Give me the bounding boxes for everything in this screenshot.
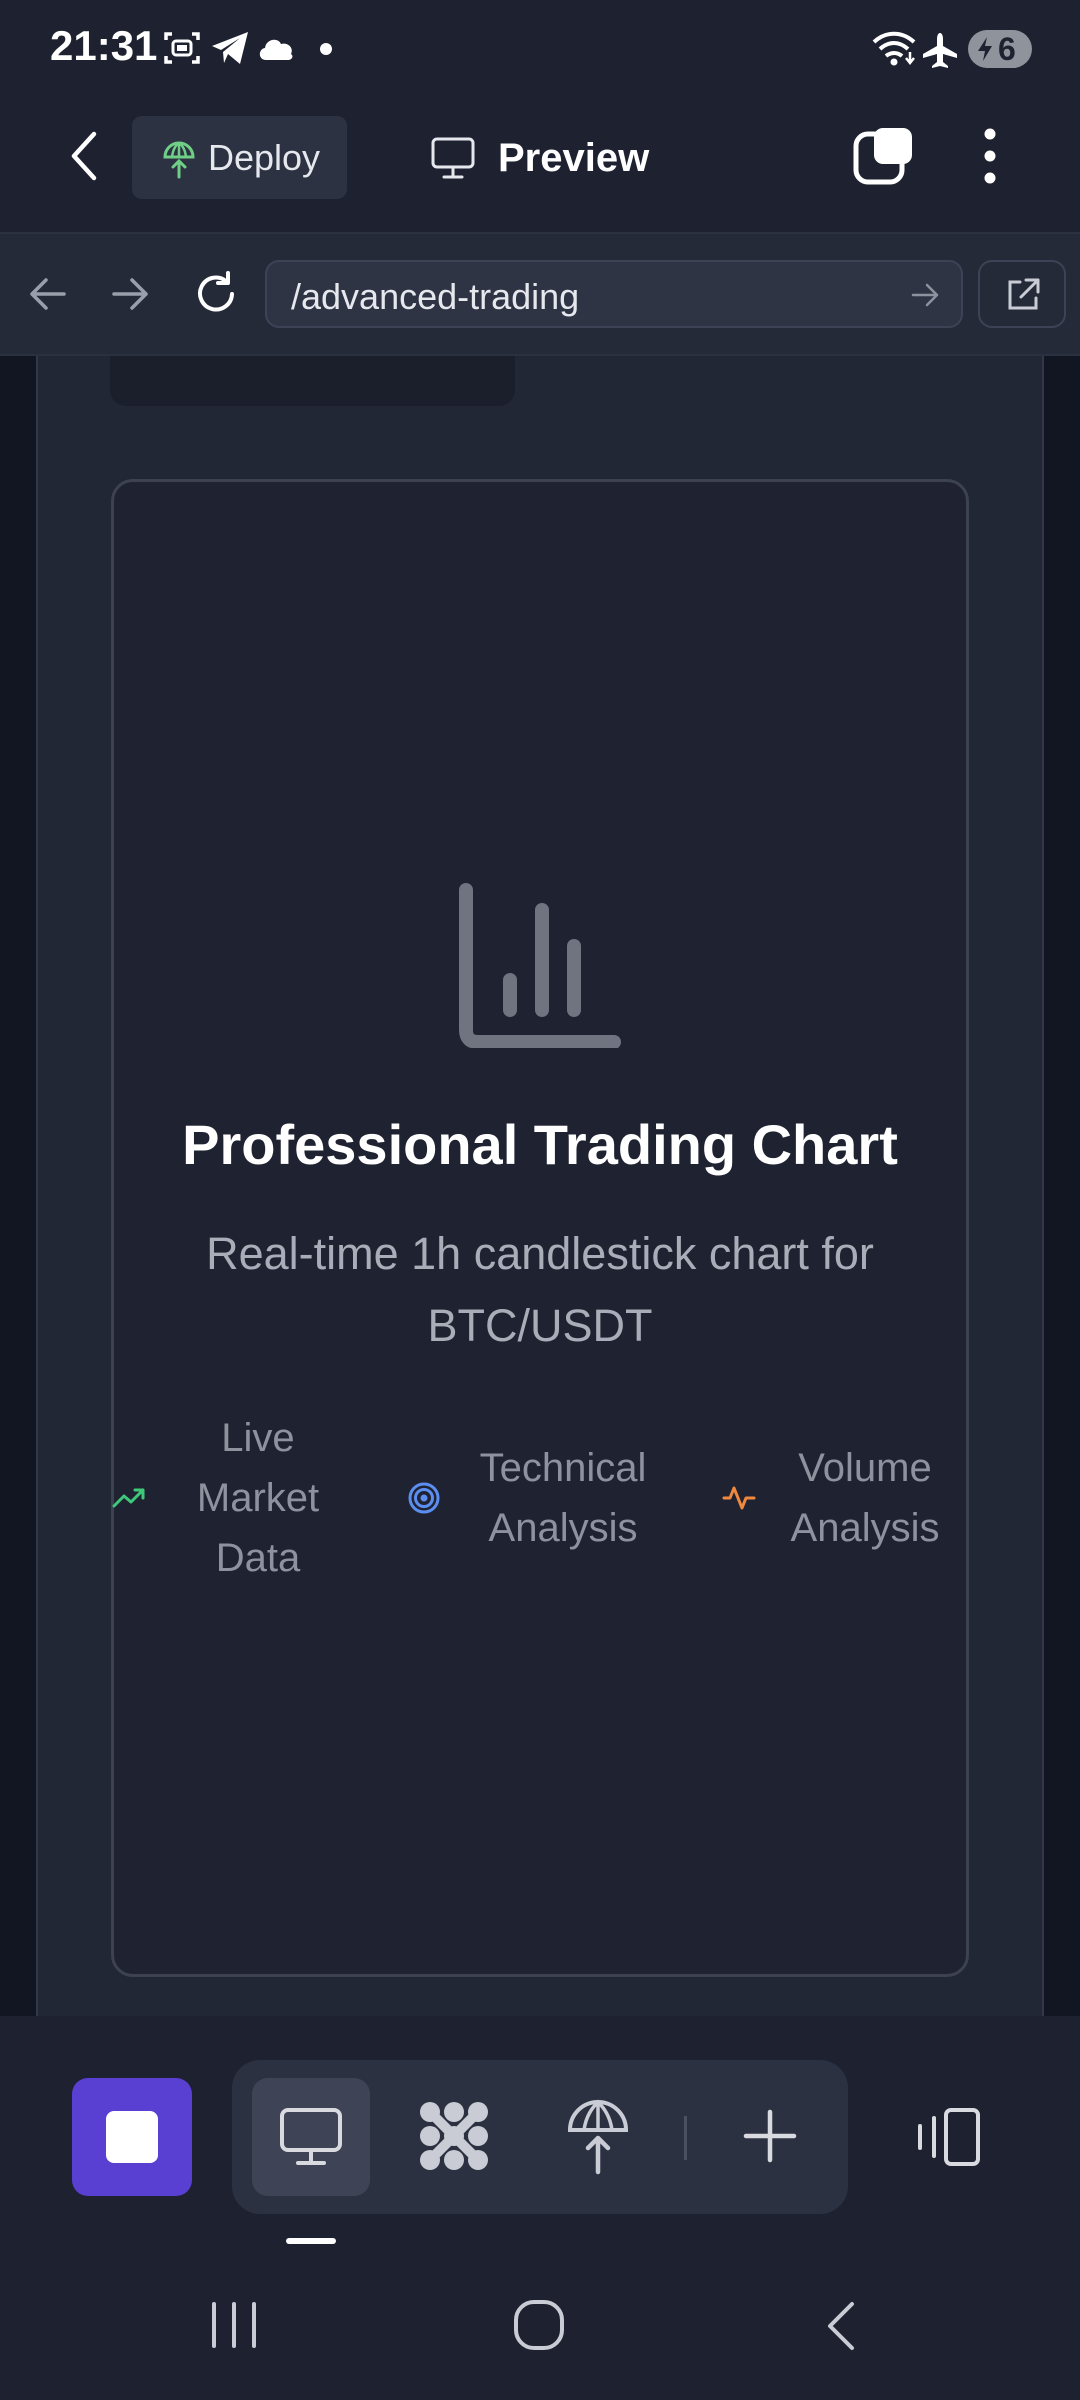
preview-tool-button[interactable] [252,2078,370,2196]
deploy-tool-icon[interactable] [566,2098,630,2176]
screenshot-icon [164,32,200,64]
preview-tab[interactable]: Preview [430,130,649,186]
active-tab-indicator [286,2238,336,2244]
feature-label-line: Volume [798,1446,932,1490]
open-external-button[interactable] [978,260,1066,328]
back-arrow-icon[interactable] [62,128,106,184]
go-arrow-icon[interactable] [911,282,941,308]
toolbar-divider [684,2116,687,2160]
wifi-icon [872,31,916,66]
system-navigation-bar [0,2250,1080,2400]
airplane-icon [923,33,957,68]
feature-technical-analysis: Technical Analysis [460,1438,666,1558]
notification-dot-icon [320,43,332,55]
monitor-icon [431,137,475,179]
monitor-icon [280,2108,342,2165]
feature-label-line: Technical [479,1446,647,1490]
home-icon[interactable] [512,2298,566,2352]
browser-back-icon[interactable] [26,274,68,314]
feature-live-market-data: Live Market Data [168,1408,348,1588]
feature-label-line: Analysis [488,1506,638,1550]
previous-card-edge [110,356,515,406]
card-subtitle: Real-time 1h candlestick chart for BTC/U… [206,1228,874,1351]
more-options-icon[interactable] [976,126,1004,186]
system-back-icon[interactable] [822,2300,862,2352]
url-text: /advanced-trading [291,276,580,317]
feature-label-line: Data [215,1536,301,1580]
feature-label-line: Live [221,1416,295,1460]
url-field[interactable]: /advanced-trading [265,260,963,328]
status-time: 21:31 [50,22,158,69]
external-link-icon [1008,278,1040,310]
trading-chart-card [111,479,969,1977]
activity-icon [722,1486,756,1510]
browser-forward-icon[interactable] [110,274,152,314]
stop-icon [106,2111,158,2163]
feature-volume-analysis: Volume Analysis [774,1438,956,1558]
reload-icon[interactable] [192,270,240,318]
preview-label: Preview [498,135,650,180]
feature-label-line: Analysis [790,1506,940,1550]
feature-label-line: Market [196,1476,320,1520]
telegram-icon [212,32,248,64]
card-title: Professional Trading Chart [182,1113,898,1176]
bar-chart-icon [459,883,621,1048]
deploy-label: Deploy [208,136,321,178]
agents-icon[interactable] [416,2098,492,2174]
target-icon [408,1482,440,1514]
device-frame-icon[interactable] [912,2106,984,2168]
battery-icon: 6 [968,30,1032,68]
battery-level: 6 [998,31,1016,67]
add-icon[interactable] [742,2108,798,2164]
deploy-button[interactable]: Deploy [132,116,347,199]
cloud-icon [259,39,293,60]
stop-button[interactable] [72,2078,192,2196]
trending-up-icon [112,1488,145,1508]
tabs-switcher-icon[interactable] [852,126,914,186]
deploy-icon [163,140,195,178]
recents-icon[interactable] [206,2300,262,2350]
